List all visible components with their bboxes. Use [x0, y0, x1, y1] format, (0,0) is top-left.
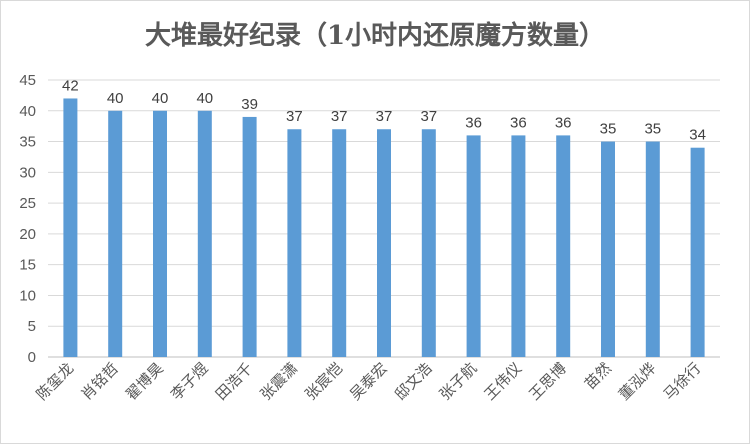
data-label: 39 — [241, 96, 258, 113]
data-label: 37 — [420, 108, 437, 125]
bar — [242, 116, 257, 357]
data-labels: 42 40 40 40 39 37 37 37 37 36 36 36 35 35 34 — [62, 77, 706, 143]
data-label: 36 — [465, 114, 482, 131]
y-tick-label: 30 — [19, 164, 36, 181]
y-tick-label: 40 — [19, 103, 36, 120]
data-label: 37 — [286, 108, 303, 125]
y-tick-label: 45 — [19, 72, 36, 89]
data-label: 42 — [62, 77, 79, 94]
y-tick-label: 20 — [19, 226, 36, 243]
y-tick-label: 35 — [19, 134, 36, 151]
chart-title: 大堆最好纪录（1小时内还原魔方数量） — [145, 20, 605, 51]
bar — [63, 98, 78, 357]
data-label: 40 — [152, 90, 169, 107]
bars — [63, 98, 705, 358]
y-axis-ticks: 0 5 10 15 20 25 30 35 40 45 — [19, 72, 36, 366]
y-tick-label: 10 — [19, 287, 36, 304]
data-label: 36 — [555, 114, 572, 131]
data-label: 40 — [196, 90, 213, 107]
bar — [556, 135, 571, 357]
bar — [466, 135, 481, 357]
bar — [377, 129, 391, 357]
data-label: 35 — [644, 121, 661, 138]
y-tick-label: 0 — [28, 349, 36, 366]
bar — [601, 141, 615, 357]
bar — [108, 110, 123, 358]
bar — [645, 141, 660, 357]
data-label: 34 — [689, 127, 706, 144]
y-tick-label: 25 — [19, 195, 36, 212]
bar — [421, 129, 436, 357]
bar — [690, 147, 705, 357]
y-tick-label: 15 — [19, 257, 36, 274]
data-label: 37 — [331, 108, 348, 125]
bar — [153, 110, 167, 358]
bar — [197, 110, 212, 358]
data-label: 40 — [107, 90, 124, 107]
data-label: 37 — [376, 108, 393, 125]
y-tick-label: 5 — [28, 318, 36, 335]
bar — [287, 129, 302, 357]
bar — [511, 135, 526, 357]
data-label: 36 — [510, 114, 527, 131]
data-label: 35 — [600, 121, 617, 138]
bar — [332, 129, 347, 357]
